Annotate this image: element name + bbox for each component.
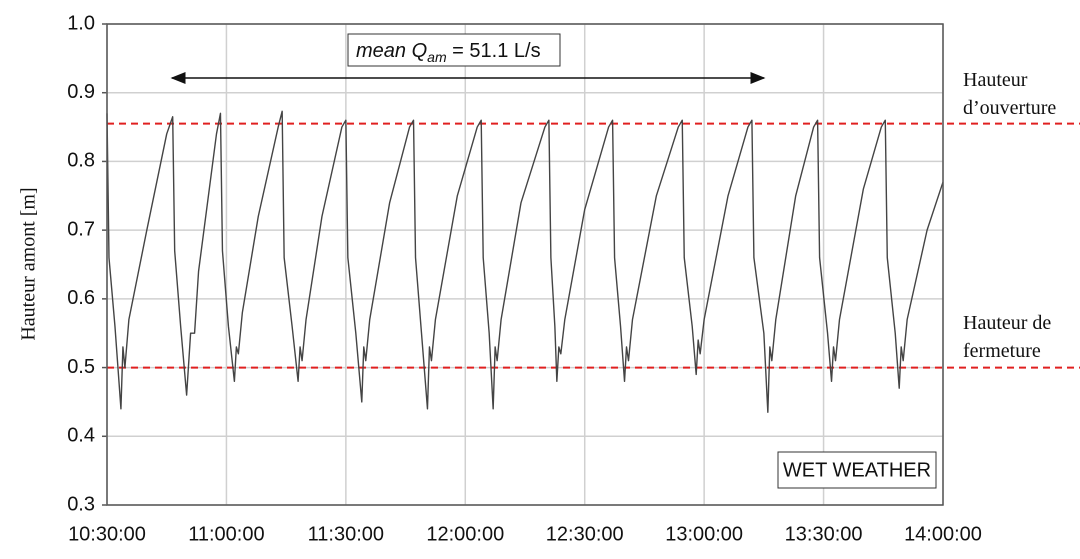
condition-box xyxy=(777,451,937,489)
plot xyxy=(106,110,944,413)
y-axis-label: Hauteur amont [m] xyxy=(18,187,40,340)
y-tick-label: 0.7 xyxy=(67,218,95,240)
mean-label-text: mean Q xyxy=(356,40,427,62)
x-tick-label: 13:00:00 xyxy=(665,523,743,545)
mean-label-value: = 51.1 L/s xyxy=(447,40,541,62)
y-tick-label: 1.0 xyxy=(67,12,95,34)
x-tick-label: 12:30:00 xyxy=(546,523,624,545)
x-tick-label: 10:30:00 xyxy=(68,523,146,545)
y-tick-label: 0.5 xyxy=(67,356,95,378)
grid xyxy=(102,23,944,506)
x-tick-label: 12:00:00 xyxy=(426,523,504,545)
condition-label: WET WEATHER xyxy=(783,459,931,481)
plot-frame xyxy=(106,23,944,506)
y-tick-label: 0.4 xyxy=(67,425,95,447)
reference-label: d’ouverture xyxy=(963,97,1056,119)
data-line xyxy=(106,110,944,413)
y-tick-label: 0.9 xyxy=(67,81,95,103)
mean-label: mean Qam = 51.1 L/s xyxy=(356,40,541,65)
x-tick-label: 13:30:00 xyxy=(785,523,863,545)
x-tick-label: 11:00:00 xyxy=(188,523,264,545)
reference-label: Hauteur de xyxy=(963,312,1051,334)
y-tick-label: 0.8 xyxy=(67,150,95,172)
reference-label: Hauteur xyxy=(963,69,1028,91)
x-tick-label: 14:00:00 xyxy=(904,523,982,545)
mean-label-sub: am xyxy=(427,49,447,65)
reference-label: fermeture xyxy=(963,340,1041,362)
y-tick-label: 0.3 xyxy=(67,493,95,515)
mean-label-box xyxy=(347,33,561,67)
y-tick-label: 0.6 xyxy=(67,287,95,309)
reference-lines xyxy=(107,122,1080,369)
x-tick-label: 11:30:00 xyxy=(308,523,384,545)
